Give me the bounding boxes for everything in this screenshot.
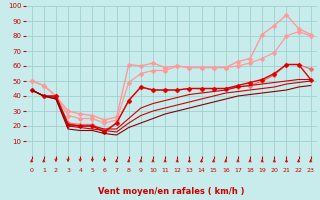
- X-axis label: Vent moyen/en rafales ( km/h ): Vent moyen/en rafales ( km/h ): [98, 187, 244, 196]
